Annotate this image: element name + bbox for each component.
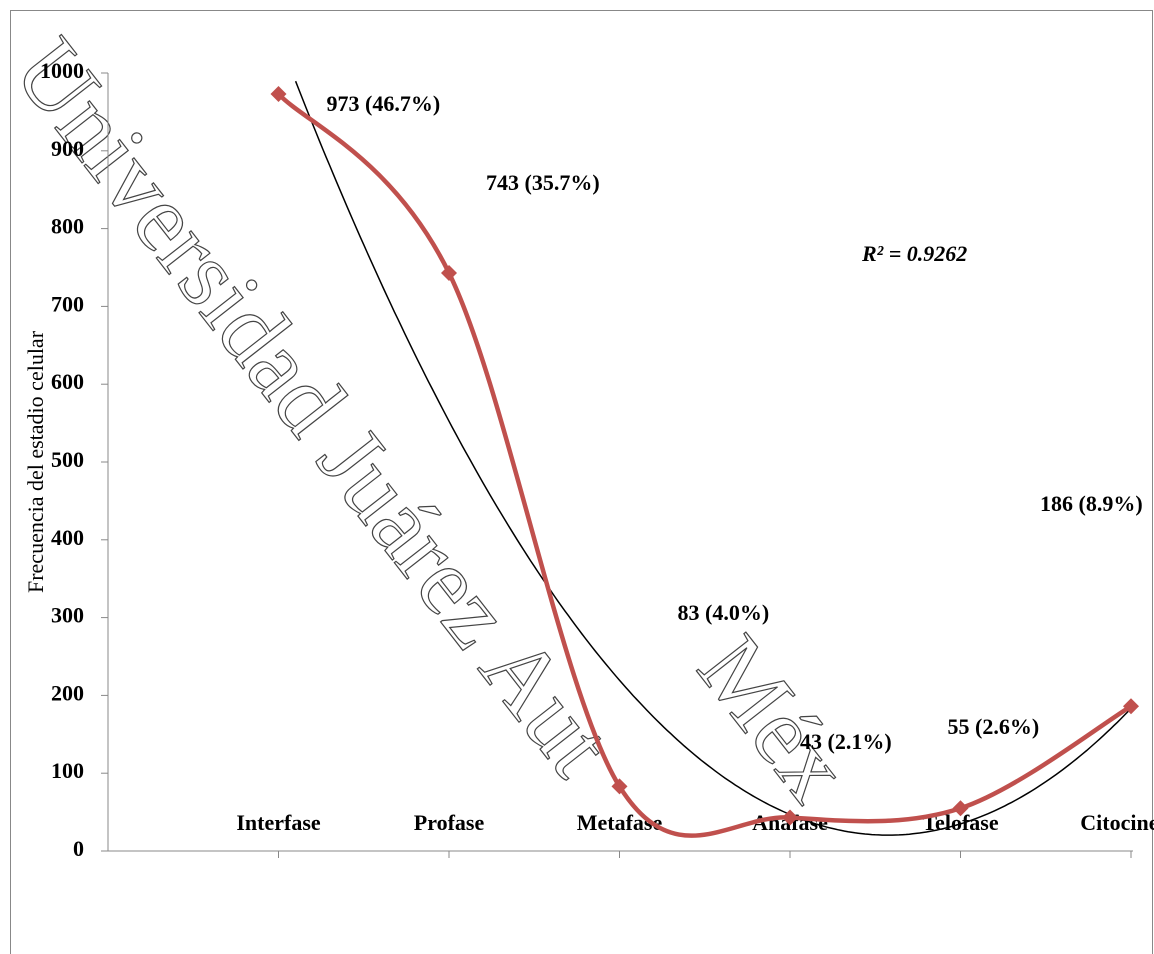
data-marker [782, 809, 798, 826]
y-tick-label: 900 [51, 136, 84, 161]
y-tick-label: 400 [51, 525, 84, 550]
y-axis-label: Frecuencia del estadio celular [23, 330, 48, 593]
trendline-annotation: R² = 0.9262 [861, 241, 967, 266]
data-label: 186 (8.9%) [1040, 491, 1143, 516]
data-label: 973 (46.7%) [327, 91, 441, 116]
y-tick-label: 1000 [40, 58, 84, 83]
data-label: 83 (4.0%) [678, 600, 770, 625]
chart-frame [10, 10, 1153, 954]
data-marker [1123, 698, 1139, 715]
y-tick-label: 500 [51, 447, 84, 472]
y-tick-label: 0 [73, 836, 84, 861]
data-label: 743 (35.7%) [486, 170, 600, 195]
y-tick-label: 700 [51, 291, 84, 316]
y-tick-label: 300 [51, 603, 84, 628]
data-label: 43 (2.1%) [800, 729, 892, 754]
x-tick-label: Interfase [236, 810, 321, 835]
y-tick-label: 100 [51, 758, 84, 783]
trendline [294, 80, 1132, 836]
data-marker [952, 800, 969, 817]
data-label: 55 (2.6%) [948, 714, 1040, 739]
x-tick-label: Profase [414, 810, 485, 835]
data-marker [611, 778, 628, 795]
x-tick-label: Citocinesis [1080, 810, 1154, 835]
y-tick-label: 800 [51, 214, 84, 239]
data-marker [441, 264, 457, 281]
y-tick-label: 600 [51, 369, 84, 394]
data-marker [270, 86, 287, 103]
y-tick-label: 200 [51, 680, 84, 705]
